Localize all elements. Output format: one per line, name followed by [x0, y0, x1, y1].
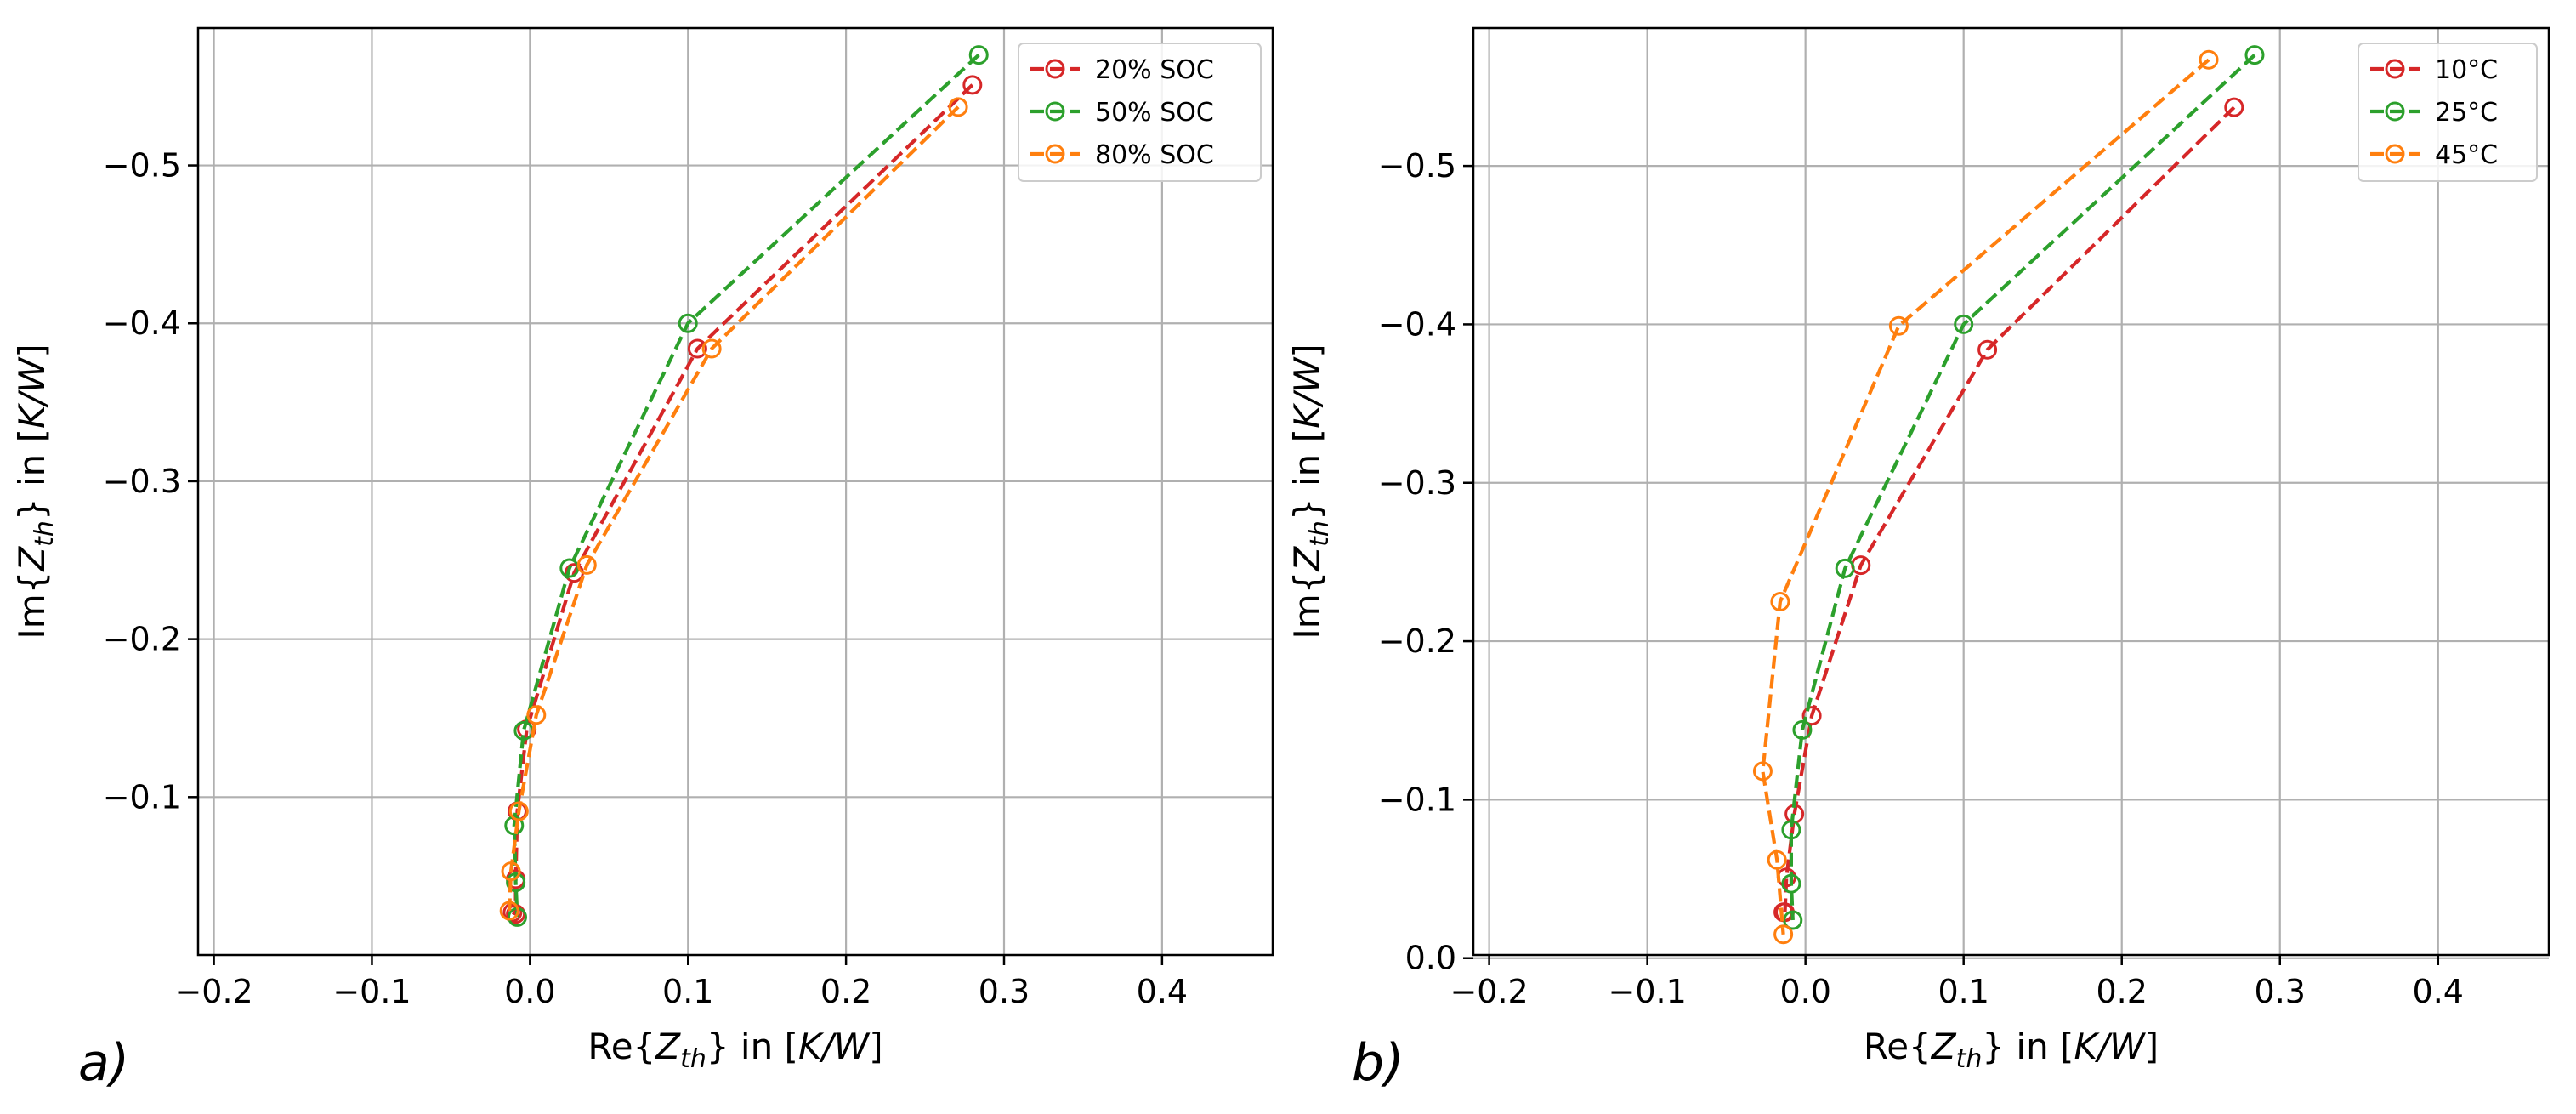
- panel-a: −0.2 −0.1 0.0 0.1 0.2 0.3 0.4 −0.1 −0.2 −0.3 −0.4 −…: [11, 26, 1274, 1093]
- series-line-25c: [1789, 54, 2256, 921]
- x-axis-label: Re{Zth} in [K/W]: [1864, 1026, 2159, 1074]
- data-point-80soc: [701, 338, 722, 359]
- x-tick-label: 0.4: [2413, 973, 2464, 1010]
- y-tick-label: −0.2: [103, 621, 181, 658]
- data-point-45c: [1773, 924, 1794, 945]
- data-point-45c: [1767, 850, 1787, 870]
- data-point-80soc: [499, 901, 519, 921]
- y-axis-label: Im{Zth} in [K/W]: [1286, 344, 1335, 639]
- x-tick-label: 0.4: [1137, 973, 1188, 1010]
- y-axis-label: Im{Zth} in [K/W]: [11, 344, 60, 639]
- x-tick-label: 0.3: [2255, 973, 2306, 1010]
- x-tick-label: −0.2: [1450, 973, 1528, 1010]
- y-tick-label: −0.1: [103, 778, 181, 816]
- x-tick-label: 0.0: [504, 973, 555, 1010]
- data-point-80soc: [576, 554, 597, 575]
- y-tick-label: −0.4: [103, 304, 181, 342]
- data-point-50soc: [678, 313, 698, 333]
- series-line-50soc: [512, 54, 980, 918]
- data-point-10c: [1977, 339, 1998, 360]
- y-tick-label: 0.0: [1405, 940, 1456, 977]
- panel-label: b): [1352, 1033, 1404, 1093]
- data-point-80soc: [508, 801, 529, 821]
- x-tick-label: 0.3: [979, 973, 1030, 1010]
- x-tick-label: 0.1: [662, 973, 713, 1010]
- data-point-10c: [2224, 97, 2244, 117]
- y-tick-label: −0.3: [1378, 464, 1456, 502]
- x-axis-label: Re{Zth} in [K/W]: [587, 1026, 882, 1074]
- panel-b: −0.2 −0.1 0.0 0.1 0.2 0.3 0.4 0.0 −0.1 −0.2 −0.3 −0…: [1286, 26, 2550, 1093]
- plot-frame: [196, 26, 1274, 957]
- data-point-80soc: [948, 97, 968, 117]
- data-point-25c: [1781, 873, 1801, 894]
- legend-marker: [2385, 144, 2405, 164]
- data-point-80soc: [526, 705, 547, 725]
- x-tick-label: −0.2: [174, 973, 252, 1010]
- legend-marker: [1045, 144, 1065, 164]
- x-tick-label: −0.1: [1608, 973, 1686, 1010]
- data-point-20soc: [962, 75, 983, 95]
- series-line-20soc: [511, 83, 974, 918]
- data-point-25c: [1954, 314, 1974, 334]
- y-tick-label: −0.1: [1378, 781, 1456, 818]
- data-point-20soc: [687, 338, 707, 359]
- series-line-80soc: [508, 105, 960, 912]
- data-point-25c: [1835, 558, 1855, 578]
- y-tick-label: −0.2: [1378, 622, 1456, 660]
- plot-frame: [1472, 26, 2550, 957]
- legend-label: 25°C: [2435, 98, 2498, 128]
- series-line-10c: [1783, 105, 2236, 914]
- x-tick-label: 0.2: [820, 973, 871, 1010]
- data-point-50soc: [968, 45, 989, 65]
- legend-label: 50% SOC: [1095, 98, 1214, 128]
- legend: 10°C 25°C 45°C: [2358, 43, 2538, 182]
- legend-label: 45°C: [2435, 140, 2498, 170]
- data-point-45c: [1752, 761, 1773, 782]
- y-tick-label: −0.3: [103, 463, 181, 500]
- legend: 20% SOC 50% SOC 80% SOC: [1018, 43, 1262, 182]
- series-line-45c: [1761, 58, 2210, 935]
- data-point-10c: [1801, 706, 1822, 726]
- legend-box: [1018, 43, 1262, 182]
- legend-box: [2358, 43, 2538, 182]
- data-point-80soc: [501, 861, 521, 882]
- y-tick-label: −0.5: [1378, 147, 1456, 185]
- legend-label: 10°C: [2435, 55, 2498, 85]
- data-point-45c: [1770, 591, 1790, 611]
- x-tick-label: 0.1: [1938, 973, 1989, 1010]
- data-point-25c: [1792, 719, 1813, 740]
- data-point-45c: [2199, 49, 2219, 70]
- legend-label: 20% SOC: [1095, 55, 1214, 85]
- x-tick-label: 0.2: [2097, 973, 2148, 1010]
- x-tick-label: 0.0: [1779, 973, 1830, 1010]
- legend-marker: [1045, 59, 1065, 79]
- legend-marker: [2385, 101, 2405, 122]
- panel-label: a): [78, 1033, 129, 1093]
- data-point-45c: [1888, 315, 1909, 336]
- y-tick-label: −0.5: [103, 147, 181, 185]
- legend-label: 80% SOC: [1095, 140, 1214, 170]
- y-tick-label: −0.4: [1378, 305, 1456, 343]
- data-point-25c: [2244, 45, 2265, 65]
- data-point-50soc: [506, 872, 526, 893]
- data-point-25c: [1783, 910, 1803, 930]
- legend-marker: [1045, 101, 1065, 122]
- x-tick-label: −0.1: [332, 973, 411, 1010]
- legend-marker: [2385, 59, 2405, 79]
- data-point-25c: [1781, 820, 1801, 840]
